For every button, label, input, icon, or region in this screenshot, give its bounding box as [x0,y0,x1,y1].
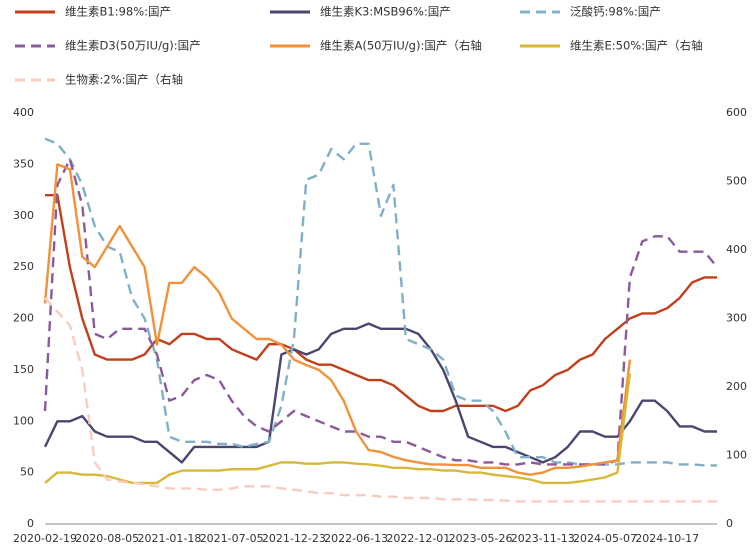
series-line [44,137,717,467]
y2-tick-label: 500 [726,175,747,188]
legend-label: 维生素D3(50万IU/g):国产 [65,39,201,53]
legend-label: 维生素K3:MSB96%:国产 [320,5,451,19]
y-tick-label: 400 [13,106,34,119]
y-tick-label: 150 [13,363,34,376]
series-line [45,194,717,413]
series-line [43,163,632,476]
x-tick-label: 2024-10-17 [635,532,699,545]
y2-tick-label: 0 [726,517,733,530]
legend-label: 维生素E:50%:国产（右轴 [570,39,703,53]
y2-tick-label: 600 [726,106,747,119]
y-tick-label: 350 [13,157,34,170]
y2-tick-label: 400 [726,243,747,256]
y-tick-label: 0 [27,517,34,530]
x-tick-label: 2023-11-13 [511,532,575,545]
y-tick-label: 50 [20,466,34,479]
x-tick-label: 2022-06-13 [324,532,388,545]
y2-tick-label: 300 [726,312,747,325]
x-tick-label: 2023-05-26 [449,532,513,545]
x-tick-label: 2021-12-23 [262,532,326,545]
legend-label: 生物素:2%:国产（右轴 [65,73,183,87]
x-tick-label: 2022-12-01 [386,532,450,545]
legend-label: 维生素A(50万IU/g):国产（右轴 [320,39,482,53]
series-line [43,158,718,466]
y-tick-label: 200 [13,312,34,325]
series-line [43,322,717,464]
x-tick-label: 2021-07-05 [200,532,264,545]
y-tick-label: 300 [13,209,34,222]
x-tick-label: 2021-01-18 [137,532,201,545]
x-tick-label: 2020-02-19 [13,532,77,545]
y2-tick-label: 200 [726,380,747,393]
y-tick-label: 100 [13,414,34,427]
x-tick-label: 2024-05-07 [573,532,637,545]
x-tick-label: 2020-08-05 [75,532,139,545]
legend-label: 泛酸钙:98%:国产 [570,5,661,19]
y2-tick-label: 100 [726,449,747,462]
y-tick-label: 250 [13,260,34,273]
legend-label: 维生素B1:98%:国产 [65,5,171,19]
series-line [44,297,717,503]
